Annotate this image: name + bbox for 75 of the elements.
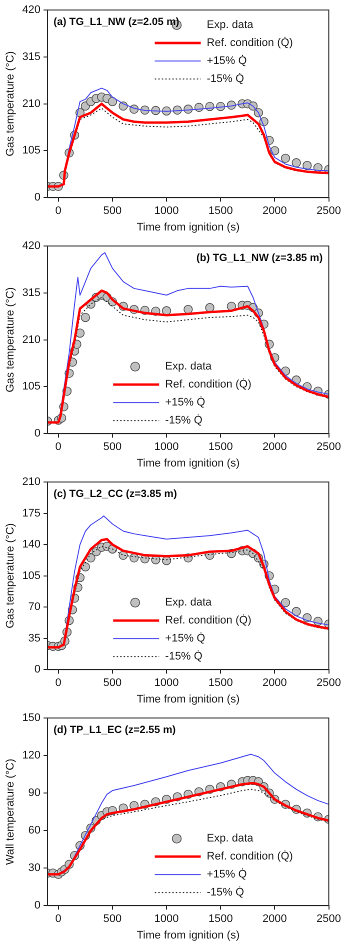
legend-label: Exp. data xyxy=(206,19,254,32)
x-tick-label: 2000 xyxy=(262,677,287,690)
legend-label: Ref. condition (Q̇) xyxy=(165,378,252,391)
x-tick-label: 2000 xyxy=(262,205,287,218)
legend-label: +15% Q̇ xyxy=(206,868,248,881)
y-tick-label: 90 xyxy=(28,787,41,800)
legend-label: -15% Q̇ xyxy=(206,886,244,899)
legend-label: Exp. data xyxy=(165,360,213,373)
y-tick-label: 315 xyxy=(22,50,41,63)
x-tick-label: 2500 xyxy=(316,677,342,690)
x-tick-label: 1500 xyxy=(208,677,233,690)
legend-label: +15% Q̇ xyxy=(165,396,206,409)
x-tick-label: 500 xyxy=(103,677,122,690)
x-axis-title: Time from ignition (s) xyxy=(136,929,240,942)
y-tick-label: 315 xyxy=(22,286,41,299)
y-tick-label: 0 xyxy=(34,664,41,676)
legend-label: Ref. condition (Q̇) xyxy=(206,36,293,50)
y-axis-title: Gas temperature (°C) xyxy=(4,523,17,628)
y-tick-label: 210 xyxy=(22,334,41,346)
legend-label: -15% Q̇ xyxy=(165,414,203,427)
x-tick-label: 2000 xyxy=(262,441,287,454)
y-tick-label: 175 xyxy=(22,507,41,520)
x-axis-title: Time from ignition (s) xyxy=(136,221,240,234)
x-axis-title: Time from ignition (s) xyxy=(136,457,240,470)
legend-label: -15% Q̇ xyxy=(165,650,203,663)
legend-label: +15% Q̇ xyxy=(206,54,248,68)
x-tick-label: 1000 xyxy=(154,677,179,690)
y-tick-label: 105 xyxy=(22,144,41,157)
y-tick-label: 60 xyxy=(28,824,41,837)
x-tick-label: 0 xyxy=(55,913,62,926)
text: (c) TG_L2_CC (z=3.85 m) xyxy=(54,488,177,500)
x-tick-label: 2500 xyxy=(316,441,342,454)
x-tick-label: 0 xyxy=(55,677,62,690)
x-tick-label: 1500 xyxy=(208,441,233,454)
y-tick-label: 105 xyxy=(22,380,41,393)
legend-label: Ref. condition (Q̇) xyxy=(165,614,252,627)
legend-label: Exp. data xyxy=(165,596,213,609)
y-axis-title: Gas temperature (°C) xyxy=(4,287,17,392)
y-tick-label: 120 xyxy=(22,750,41,762)
y-tick-label: 210 xyxy=(22,476,41,488)
x-tick-label: 2000 xyxy=(262,913,287,926)
y-tick-label: 0 xyxy=(34,900,41,912)
text: (b) TG_L1_NW (z=3.85 m) xyxy=(196,252,323,264)
x-tick-label: 1000 xyxy=(154,205,179,218)
legend-label: Ref. condition (Q̇) xyxy=(206,850,293,863)
x-tick-label: 500 xyxy=(103,441,122,454)
x-tick-label: 1500 xyxy=(208,205,233,218)
x-tick-label: 1500 xyxy=(208,913,233,926)
legend-label: -15% Q̇ xyxy=(206,72,244,86)
y-tick-label: 105 xyxy=(22,570,41,582)
text: (d) TP_L1_EC (z=2.55 m) xyxy=(54,724,176,736)
x-tick-label: 500 xyxy=(103,913,122,926)
y-tick-label: 210 xyxy=(22,98,41,110)
x-tick-label: 1000 xyxy=(154,441,179,454)
x-tick-label: 0 xyxy=(55,441,62,454)
y-axis-title: Wall temperature (°C) xyxy=(4,758,17,865)
x-tick-label: 2500 xyxy=(316,205,342,218)
y-tick-label: 0 xyxy=(34,192,41,204)
y-tick-label: 70 xyxy=(28,601,41,614)
x-tick-label: 2500 xyxy=(316,913,342,926)
x-tick-label: 0 xyxy=(55,205,62,218)
y-axis-title: Gas temperature (°C) xyxy=(4,51,17,156)
x-tick-label: 1000 xyxy=(154,913,179,926)
y-tick-label: 30 xyxy=(28,862,41,874)
y-tick-label: 420 xyxy=(22,4,41,16)
y-tick-label: 35 xyxy=(28,632,41,644)
x-axis-title: Time from ignition (s) xyxy=(136,693,240,706)
y-tick-label: 420 xyxy=(22,240,41,252)
legend-label: +15% Q̇ xyxy=(165,632,206,645)
y-tick-label: 0 xyxy=(34,428,41,440)
y-tick-label: 140 xyxy=(22,538,41,551)
x-tick-label: 500 xyxy=(103,205,122,218)
legend-label: Exp. data xyxy=(206,832,254,845)
y-tick-label: 150 xyxy=(22,712,41,724)
text: (a) TG_L1_NW (z=2.05 m) xyxy=(54,16,180,28)
